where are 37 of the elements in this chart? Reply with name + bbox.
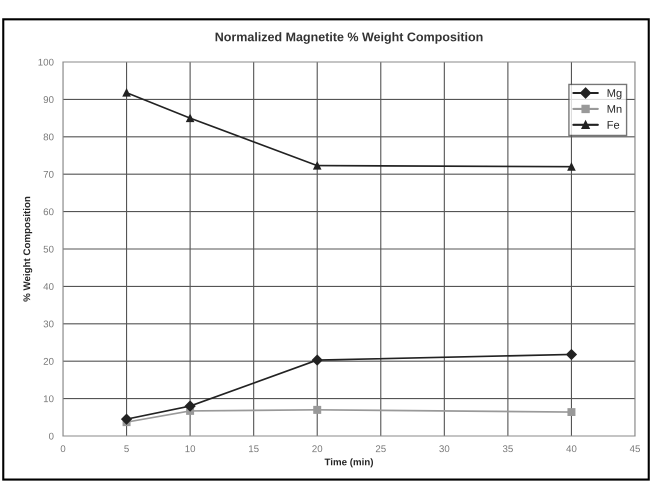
y-axis-title: % Weight Composition (23, 196, 32, 302)
y-tick-label: 80 (44, 134, 54, 140)
x-tick-label: 5 (124, 445, 129, 452)
point (122, 88, 131, 97)
legend-label: Fe (608, 121, 620, 129)
y-tick-label: 60 (44, 208, 54, 216)
point (313, 162, 322, 170)
x-tick-label: 0 (60, 445, 66, 452)
point (312, 354, 323, 366)
x-tick-label: 30 (439, 445, 450, 452)
y-tick-label: 10 (44, 395, 54, 402)
y-tick-label: 30 (44, 320, 54, 328)
x-tick-label: 20 (312, 445, 322, 452)
y-tick-label: 100 (38, 58, 54, 66)
point (184, 400, 196, 412)
legend-label: Mn (608, 105, 622, 113)
x-tick-label: 25 (376, 445, 386, 452)
x-tick-label: 45 (630, 445, 640, 452)
x-tick-label: 15 (249, 445, 259, 452)
point (313, 406, 322, 414)
legend-label: Mg (608, 89, 622, 100)
point (567, 162, 576, 171)
y-tick-label: 40 (43, 283, 54, 290)
x-tick-label: 10 (185, 445, 196, 452)
x-axis-title: Time (min) (324, 458, 374, 468)
y-tick-label: 70 (44, 170, 54, 178)
y-tick-label: 20 (44, 358, 54, 365)
y-tick-label: 50 (44, 246, 54, 253)
point (186, 114, 194, 122)
point (566, 349, 577, 360)
x-tick-label: 40 (566, 445, 576, 452)
y-tick-label: 90 (44, 96, 54, 104)
y-tick-label: 0 (48, 432, 54, 440)
chart-title: Normalized Magnetite % Weight Composition (216, 32, 482, 44)
x-tick-label: 35 (502, 445, 513, 452)
point (567, 408, 576, 416)
point (121, 414, 132, 425)
